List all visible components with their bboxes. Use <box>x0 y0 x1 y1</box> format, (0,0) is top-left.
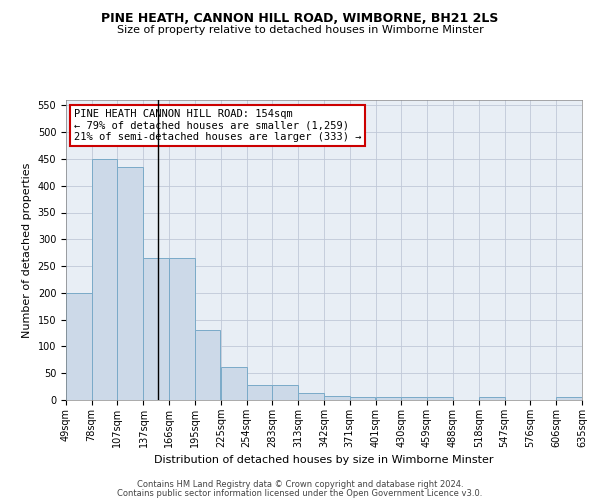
Bar <box>169 258 194 400</box>
Y-axis label: Number of detached properties: Number of detached properties <box>22 162 32 338</box>
Text: PINE HEATH, CANNON HILL ROAD, WIMBORNE, BH21 2LS: PINE HEATH, CANNON HILL ROAD, WIMBORNE, … <box>101 12 499 26</box>
Bar <box>401 397 427 400</box>
Bar <box>247 385 272 400</box>
Bar <box>272 385 298 400</box>
Bar <box>298 392 324 400</box>
Bar <box>194 330 220 400</box>
Bar <box>479 398 505 400</box>
Bar <box>427 397 452 400</box>
Bar <box>376 397 401 400</box>
Bar <box>117 167 143 400</box>
Text: Contains HM Land Registry data © Crown copyright and database right 2024.: Contains HM Land Registry data © Crown c… <box>137 480 463 489</box>
Bar <box>143 258 169 400</box>
Bar <box>92 159 117 400</box>
X-axis label: Distribution of detached houses by size in Wimborne Minster: Distribution of detached houses by size … <box>154 456 494 466</box>
Text: Contains public sector information licensed under the Open Government Licence v3: Contains public sector information licen… <box>118 489 482 498</box>
Bar <box>556 398 582 400</box>
Bar <box>324 396 350 400</box>
Bar <box>350 397 375 400</box>
Text: PINE HEATH CANNON HILL ROAD: 154sqm
← 79% of detached houses are smaller (1,259): PINE HEATH CANNON HILL ROAD: 154sqm ← 79… <box>74 109 361 142</box>
Text: Size of property relative to detached houses in Wimborne Minster: Size of property relative to detached ho… <box>116 25 484 35</box>
Bar <box>66 293 92 400</box>
Bar <box>221 367 247 400</box>
